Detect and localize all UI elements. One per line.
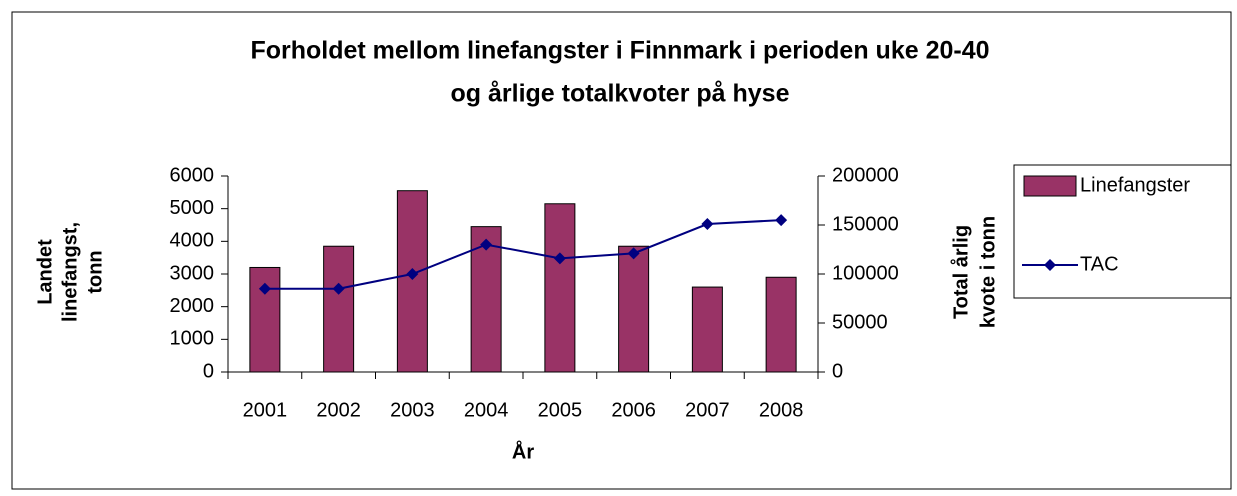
y-tick-label: 4000 bbox=[170, 230, 215, 252]
y-tick-label: 5000 bbox=[170, 197, 215, 219]
y-tick-label: 1000 bbox=[170, 328, 215, 350]
y2-axis-title: Total årlig bbox=[949, 225, 972, 319]
x-tick-label: 2006 bbox=[611, 399, 656, 421]
y-tick-label: 3000 bbox=[170, 262, 215, 284]
line-marker bbox=[553, 252, 566, 265]
y2-tick-label: 100000 bbox=[832, 262, 899, 284]
bar bbox=[544, 203, 576, 373]
line-marker bbox=[258, 282, 271, 295]
x-tick-label: 2001 bbox=[243, 399, 288, 421]
legend-marker bbox=[1044, 259, 1056, 271]
y-axis-title: tonn bbox=[84, 250, 106, 293]
legend-swatch bbox=[1023, 175, 1077, 197]
x-axis-title: År bbox=[512, 439, 534, 463]
line-marker bbox=[627, 247, 640, 260]
y2-tick-label: 150000 bbox=[832, 213, 899, 235]
bar bbox=[323, 245, 355, 373]
line-marker bbox=[480, 238, 493, 251]
y-axis-title: linefangst, bbox=[59, 222, 81, 322]
bar bbox=[691, 286, 723, 373]
x-tick-label: 2007 bbox=[685, 399, 730, 421]
x-tick-label: 2005 bbox=[538, 399, 583, 421]
line-marker bbox=[332, 282, 345, 295]
y2-tick-label: 0 bbox=[832, 360, 843, 382]
bar bbox=[618, 245, 650, 373]
x-tick-label: 2008 bbox=[759, 399, 804, 421]
bar bbox=[765, 276, 797, 373]
line-marker bbox=[775, 214, 788, 227]
bar bbox=[470, 226, 502, 373]
legend-label: TAC bbox=[1080, 253, 1119, 275]
x-tick-label: 2003 bbox=[390, 399, 435, 421]
y2-tick-label: 200000 bbox=[832, 164, 899, 186]
line bbox=[264, 219, 782, 290]
bar bbox=[396, 190, 428, 373]
chart-title: Forholdet mellom linefangster i Finnmark… bbox=[250, 37, 989, 65]
x-tick-label: 2002 bbox=[316, 399, 361, 421]
chart-title: og årlige totalkvoter på hyse bbox=[451, 80, 790, 108]
legend-label: Linefangster bbox=[1080, 174, 1190, 196]
x-tick-label: 2004 bbox=[464, 399, 509, 421]
y-tick-label: 0 bbox=[203, 360, 214, 382]
line-marker bbox=[701, 218, 714, 231]
y-tick-label: 2000 bbox=[170, 295, 215, 317]
y2-tick-label: 50000 bbox=[832, 311, 888, 333]
line-marker bbox=[406, 268, 419, 280]
y-tick-label: 6000 bbox=[170, 164, 215, 186]
y2-axis-title: kvote i tonn bbox=[977, 216, 999, 328]
y-axis-title: Landet bbox=[34, 239, 56, 305]
